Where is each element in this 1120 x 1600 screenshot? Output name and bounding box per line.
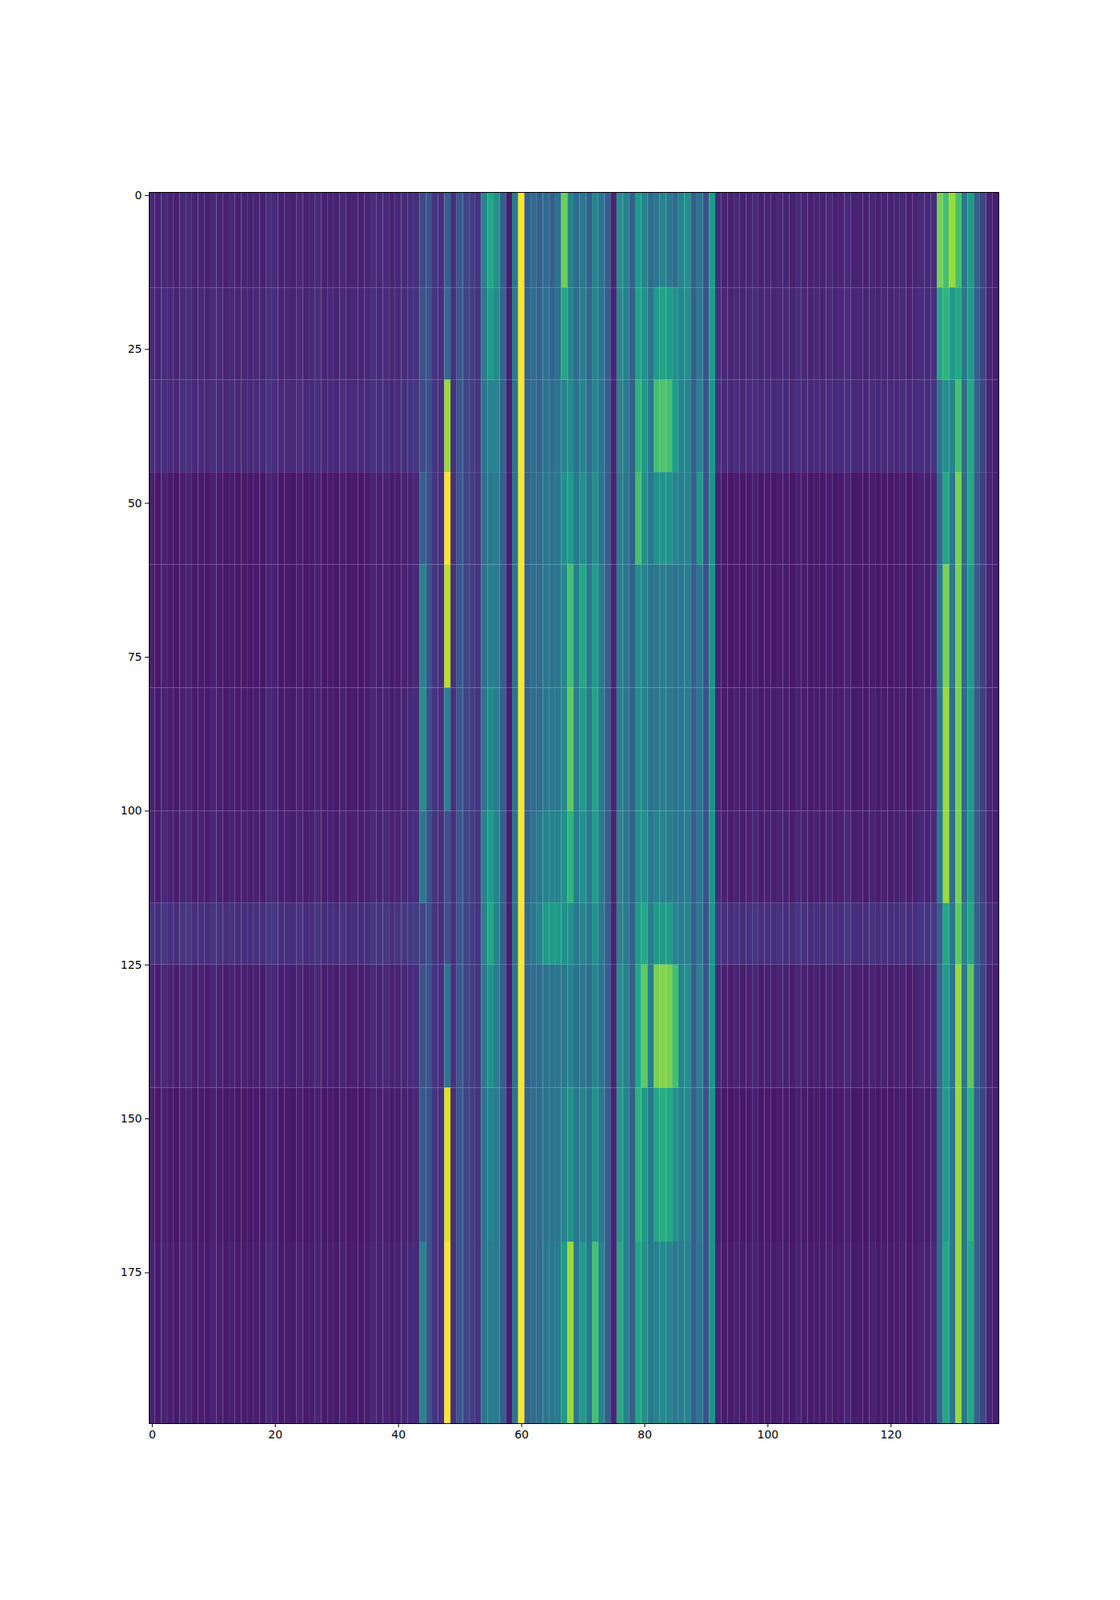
svg-text:40: 40 (391, 1428, 406, 1441)
svg-text:75: 75 (128, 650, 143, 664)
svg-text:120: 120 (880, 1428, 902, 1441)
svg-text:0: 0 (148, 1428, 156, 1441)
svg-text:150: 150 (120, 1112, 143, 1125)
svg-text:125: 125 (120, 958, 143, 972)
svg-text:100: 100 (120, 804, 143, 817)
svg-text:50: 50 (128, 496, 143, 510)
svg-text:0: 0 (135, 188, 143, 202)
svg-text:80: 80 (637, 1428, 652, 1441)
svg-text:20: 20 (268, 1428, 283, 1441)
svg-text:25: 25 (128, 342, 143, 356)
svg-text:175: 175 (120, 1265, 143, 1279)
svg-text:100: 100 (757, 1428, 780, 1441)
svg-text:60: 60 (514, 1428, 529, 1441)
